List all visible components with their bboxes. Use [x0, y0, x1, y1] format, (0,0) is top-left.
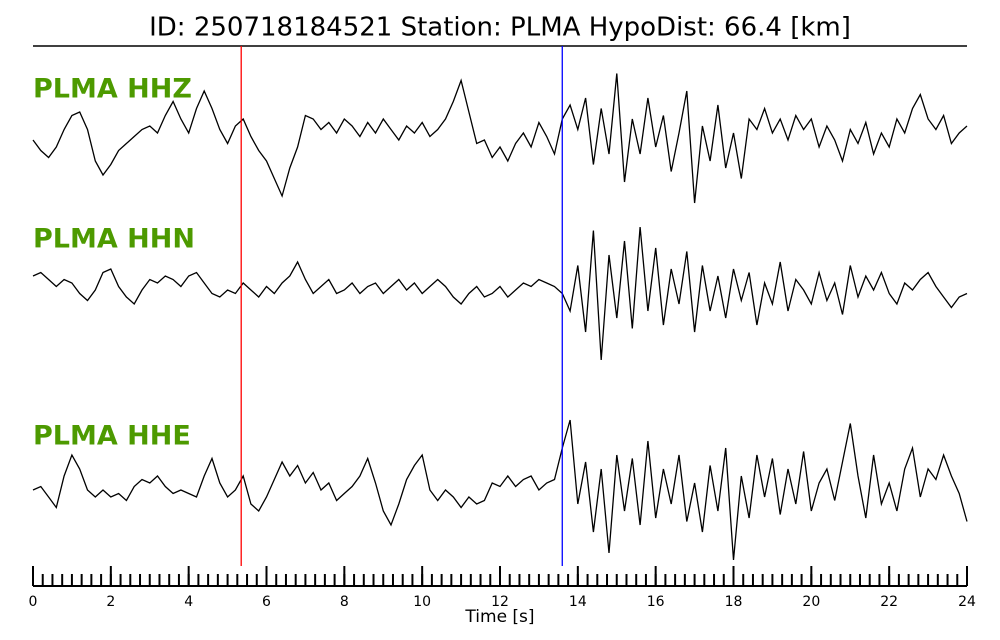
x-tick-label: 16	[647, 594, 665, 610]
trace	[32, 419, 968, 561]
chart-title: ID: 250718184521 Station: PLMA HypoDist:…	[149, 13, 851, 43]
x-tick-label: 18	[725, 594, 743, 610]
x-tick-label: 14	[569, 594, 587, 610]
x-tick-label: 0	[29, 594, 38, 610]
trace-label: PLMA HHE	[33, 421, 191, 452]
trace-label: PLMA HHN	[33, 224, 195, 255]
trace	[32, 73, 968, 204]
x-tick-label: 12	[491, 594, 509, 610]
trace-label: PLMA HHZ	[33, 74, 192, 105]
x-tick-label: 8	[340, 594, 349, 610]
x-tick-label: 4	[184, 594, 193, 610]
x-tick-label: 24	[958, 594, 976, 610]
x-axis-label: Time [s]	[464, 607, 534, 627]
x-tick-label: 20	[802, 594, 820, 610]
x-tick-label: 22	[880, 594, 898, 610]
x-tick-label: 2	[106, 594, 115, 610]
trace	[32, 226, 968, 361]
x-tick-label: 10	[413, 594, 431, 610]
x-tick-label: 6	[262, 594, 271, 610]
